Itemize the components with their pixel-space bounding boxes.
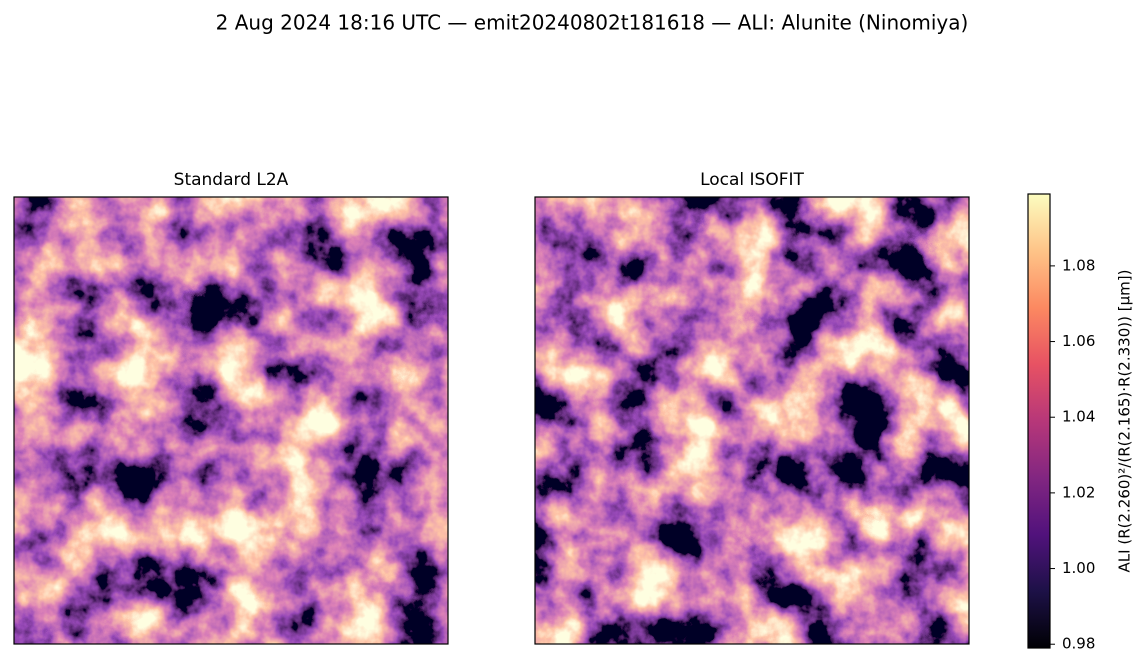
chart-title: 2 Aug 2024 18:16 UTC — emit20240802t1816…	[216, 11, 969, 35]
colorbar	[1027, 193, 1051, 649]
image	[14, 197, 448, 644]
image	[535, 197, 969, 644]
colorbar-tick-label: 1.08	[1062, 256, 1095, 274]
panel-title: Standard L2A	[174, 170, 289, 190]
colorbar-tick-label: 1.04	[1062, 408, 1095, 426]
colorbar-tick-label: 1.06	[1062, 332, 1095, 350]
colorbar-tick-label: 1.02	[1062, 483, 1095, 501]
panel-title: Local ISOFIT	[700, 170, 804, 190]
image-frame	[13, 196, 449, 645]
colorbar-tick-label: 1.00	[1062, 559, 1095, 577]
image-frame	[534, 196, 970, 645]
colorbar-label: ALI (R(2.260)²/(R(2.165)·R(2.330)) [µm])	[1116, 270, 1134, 573]
colorbar-tick-label: 0.98	[1062, 635, 1095, 653]
